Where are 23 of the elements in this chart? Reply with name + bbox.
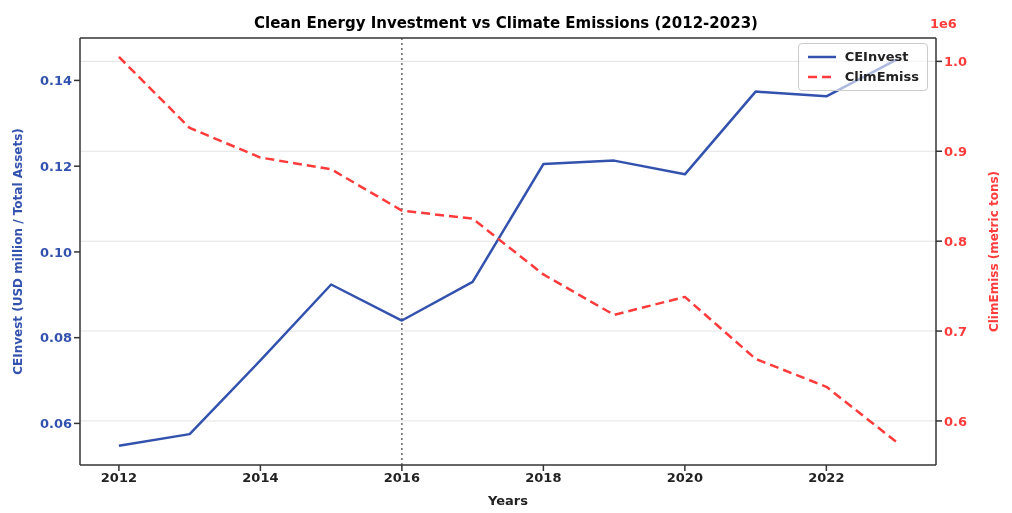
y-tick-label: 0.12 [39,158,72,174]
y2-tick-label: 0.7 [944,323,968,339]
x-axis-title: Years [487,493,529,508]
y-tick-label: 0.08 [39,330,72,346]
legend-label: ClimEmiss [844,68,919,86]
x-tick-label: 2018 [525,470,562,486]
y2-axis-title: ClimEmiss (metric tons) [987,170,1002,333]
y2-tick-label: 0.6 [944,413,968,429]
x-tick-label: 2022 [808,470,845,486]
y2-tick-label: 0.9 [944,143,968,159]
x-tick-label: 2020 [666,470,703,486]
y-tick-label: 0.14 [39,73,72,89]
y-axis-title: CEInvest (USD million / Total Assets) [11,128,26,375]
y-tick-label: 0.10 [39,244,72,260]
y2-tick-label: 0.8 [944,233,968,249]
x-tick-label: 2014 [242,470,279,486]
x-tick-label: 2016 [383,470,420,486]
y-tick-label: 0.06 [39,416,72,432]
x-tick-label: 2012 [100,470,137,486]
chart-title: Clean Energy Investment vs Climate Emissions (2012-2023) [254,14,758,32]
legend-label: CEInvest [844,48,909,66]
y2-tick-label: 1.0 [944,53,968,69]
text: 1e6 [930,16,957,31]
